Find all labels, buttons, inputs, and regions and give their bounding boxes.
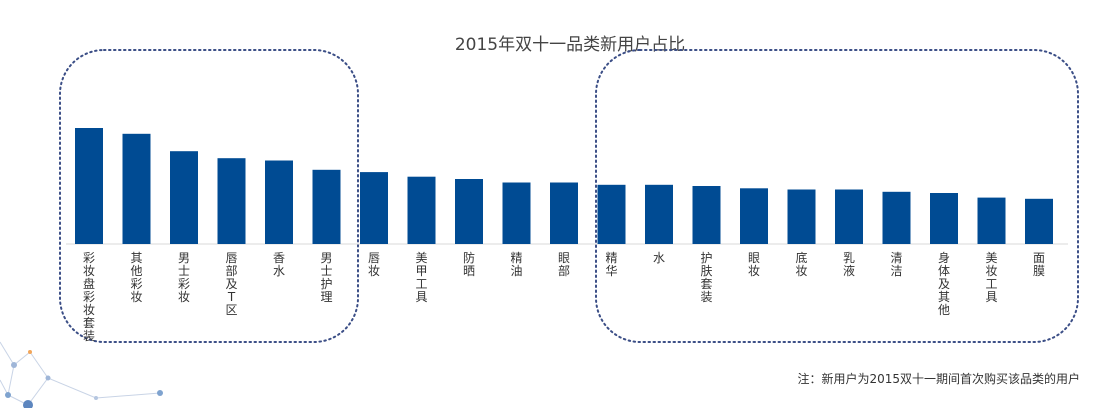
bar-18 (882, 191, 911, 244)
chart-note: 注：新用户为2015双十一期间首次购买该品类的用户 (797, 371, 1080, 386)
x-tick-label: 眼妆 (748, 251, 760, 278)
bar-3 (170, 151, 198, 244)
highlight-box-left (59, 49, 359, 343)
x-tick-label: 面膜 (1033, 251, 1045, 278)
x-tick-label: 底妆 (795, 250, 807, 278)
x-tick-label: 唇部及 T 区 (225, 251, 237, 317)
x-tick-label: 男士彩妆 (178, 251, 190, 304)
x-tick-label: 美甲工具 (415, 251, 427, 304)
bar-5 (265, 160, 293, 244)
bar-2 (122, 133, 151, 244)
bar-9 (455, 179, 483, 244)
chart-title: 2015年双十一品类新用户占比 (455, 35, 685, 55)
x-tick-label: 眼部 (558, 251, 570, 278)
x-tick-label: 美妆工具 (985, 251, 997, 304)
x-tick-label: 其他彩妆 (130, 251, 142, 304)
x-tick-label: 水 (653, 251, 665, 265)
bar-20 (977, 197, 1006, 244)
x-tick-label: 精华 (605, 251, 617, 278)
bar-7 (360, 172, 388, 244)
bar-14 (692, 186, 721, 244)
bar-15 (740, 188, 768, 244)
highlight-box-right (595, 49, 1079, 343)
bar-11 (550, 182, 578, 244)
x-tick-label: 彩妆盘彩妆套装 (83, 251, 95, 343)
x-tick-label: 清洁 (890, 251, 902, 278)
bar-10 (502, 182, 531, 244)
x-tick-label: 精油 (510, 251, 522, 278)
bar-8 (407, 176, 436, 244)
bar-16 (787, 189, 816, 244)
x-tick-label: 唇妆 (368, 251, 380, 278)
x-tick-label: 男士护理 (320, 251, 332, 304)
bar-6 (312, 169, 341, 244)
bar-19 (930, 193, 958, 244)
bar-12 (597, 184, 626, 244)
bar-21 (1025, 198, 1053, 244)
x-tick-label: 护肤套装 (700, 251, 712, 304)
x-tick-label: 乳液 (843, 251, 855, 278)
bar-13 (645, 184, 673, 244)
bar-1 (75, 128, 103, 244)
bar-series (75, 128, 1053, 244)
x-tick-label: 防晒 (463, 250, 475, 278)
x-tick-label: 身体及其他 (938, 250, 950, 317)
network-decoration (0, 341, 163, 408)
bar-17 (835, 189, 863, 244)
x-tick-labels: 彩妆盘彩妆套装 其他彩妆 男士彩妆 唇部及 T 区 香水 男士护理 唇妆 美甲工具 防晒 精油 眼部 精华… (83, 250, 1045, 343)
bar-4 (217, 158, 246, 244)
x-tick-label: 香水 (273, 251, 285, 278)
